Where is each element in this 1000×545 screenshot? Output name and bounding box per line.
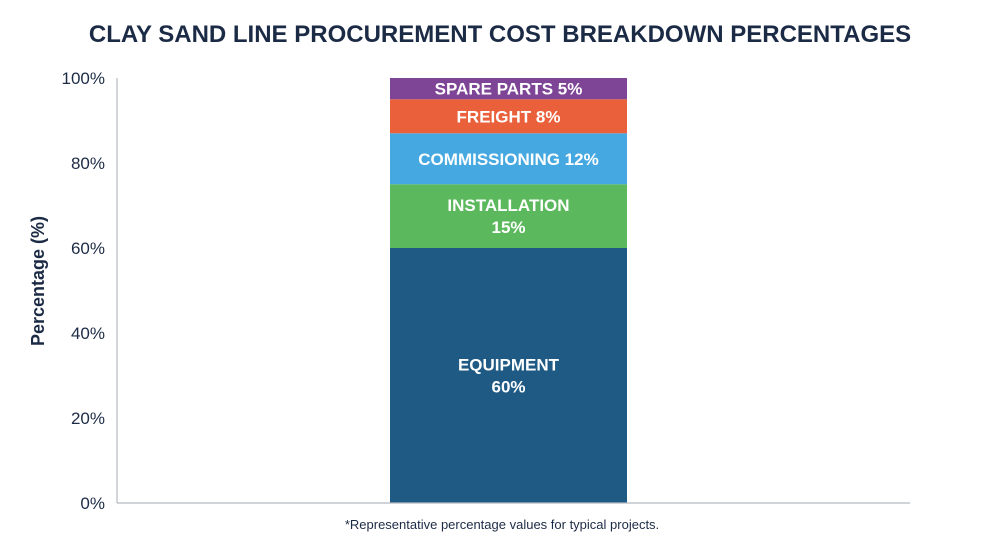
segment-label-freight: FREIGHT 8% [457, 107, 561, 126]
bar-segment-freight [390, 99, 627, 134]
y-tick-label: 0% [80, 494, 105, 513]
bar-segment-equipment [390, 248, 627, 503]
y-tick-label: 80% [71, 154, 105, 173]
bar-segment-commissioning [390, 133, 627, 185]
segment-label-equipment: EQUIPMENT [458, 356, 560, 375]
stacked-bar [390, 78, 627, 503]
segment-label-installation: 15% [491, 218, 525, 237]
bar-segment-spare-parts [390, 78, 627, 100]
segment-label-commissioning: COMMISSIONING 12% [418, 150, 598, 169]
y-tick-label: 100% [62, 69, 105, 88]
bar-segment-installation [390, 184, 627, 248]
segment-label-installation: INSTALLATION [447, 196, 569, 215]
y-axis-ticks: 0% 20% 40% 60% 80% 100% [62, 69, 105, 513]
y-tick-label: 20% [71, 409, 105, 428]
y-axis-label: Percentage (%) [28, 216, 48, 346]
segment-label-spare-parts: SPARE PARTS 5% [435, 80, 583, 99]
segment-labels: EQUIPMENT 60% INSTALLATION 15% COMMISSIONING… [418, 80, 598, 397]
chart-title: CLAY SAND LINE PROCUREMENT COST BREAKDOW… [89, 21, 911, 48]
y-tick-label: 60% [71, 239, 105, 258]
y-tick-label: 40% [71, 324, 105, 343]
footnote: *Representative percentage values for ty… [345, 517, 659, 532]
segment-label-equipment: 60% [491, 378, 525, 397]
